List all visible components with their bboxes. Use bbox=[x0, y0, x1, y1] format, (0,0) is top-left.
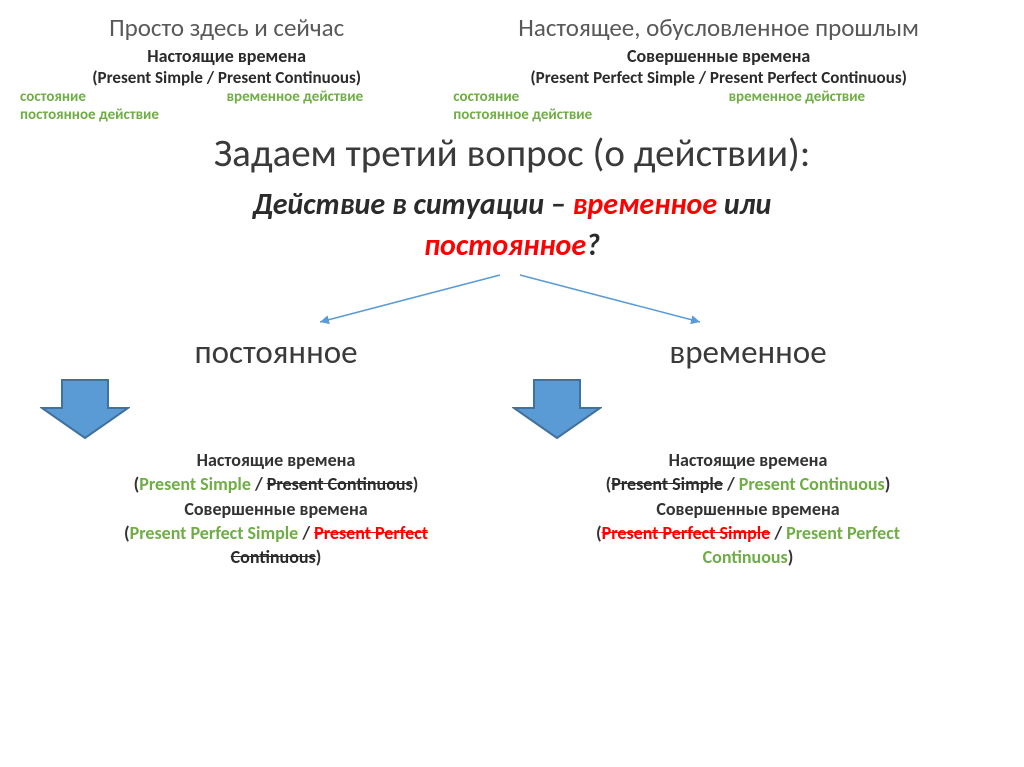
top-right-green-row1: состояние временное действие bbox=[433, 88, 1004, 106]
question-p5: ? bbox=[586, 227, 600, 264]
result-right-l1: Настоящие времена bbox=[522, 448, 974, 472]
result-right-l3: Совершенные времена bbox=[522, 497, 974, 521]
rr-l4-s1: Present Perfect Simple bbox=[602, 522, 771, 544]
main-title: Задаем третий вопрос (о действии): bbox=[0, 130, 1024, 177]
block-arrow-right-wrap bbox=[512, 378, 984, 440]
result-right-l2: (Present Simple / Present Continuous) bbox=[522, 472, 974, 496]
result-left-l2: (Present Simple / Present Continuous) bbox=[50, 472, 502, 496]
top-right-heading: Настоящее, обусловленное прошлым bbox=[433, 12, 1004, 43]
top-left-green1b: временное действие bbox=[227, 88, 434, 106]
rr-l4-close: ) bbox=[788, 546, 794, 568]
split-arrows bbox=[0, 270, 1024, 330]
question-line: Действие в ситуации – временное или пост… bbox=[0, 185, 1024, 266]
top-right-column: Настоящее, обусловленное прошлым Соверше… bbox=[433, 12, 1004, 124]
question-p1: Действие в ситуации – bbox=[253, 186, 573, 223]
top-right-green1b: временное действие bbox=[729, 88, 1004, 106]
rr-l4-k1: Present Perfect bbox=[786, 522, 900, 544]
rr-l4-sep: / bbox=[770, 522, 786, 544]
rr-l2-close: ) bbox=[885, 473, 891, 495]
rr-l4-k2: Continuous bbox=[703, 546, 788, 568]
rl-l4-keep: Present Perfect Simple bbox=[130, 522, 299, 544]
result-left-l1: Настоящие времена bbox=[50, 448, 502, 472]
top-right-paren: (Present Perfect Simple / Present Perfec… bbox=[433, 67, 1004, 88]
result-left-l3: Совершенные времена bbox=[50, 497, 502, 521]
result-left-l4: (Present Perfect Simple / Present Perfec… bbox=[50, 521, 502, 570]
rl-l4-sep: / bbox=[298, 522, 314, 544]
question-p3: или bbox=[717, 186, 771, 223]
branch-labels-row: постоянное Настоящие времена (Present Si… bbox=[0, 332, 1024, 569]
top-left-green2: постоянное действие bbox=[20, 106, 433, 124]
rr-l2-strike: Present Simple bbox=[611, 473, 723, 495]
rl-l4-s1: Present Perfect bbox=[314, 522, 428, 544]
top-header-row: Просто здесь и сейчас Настоящие времена … bbox=[0, 0, 1024, 124]
branch-left: постоянное Настоящие времена (Present Si… bbox=[40, 332, 512, 569]
top-left-heading: Просто здесь и сейчас bbox=[20, 12, 433, 43]
split-arrow-left bbox=[300, 270, 510, 330]
rl-l2-sep: / bbox=[251, 473, 267, 495]
rl-l4-close: ) bbox=[316, 546, 322, 568]
top-left-green1a: состояние bbox=[20, 88, 227, 106]
result-left: Настоящие времена (Present Simple / Pres… bbox=[40, 448, 512, 569]
top-left-column: Просто здесь и сейчас Настоящие времена … bbox=[20, 12, 433, 124]
branch-right: временное Настоящие времена (Present Sim… bbox=[512, 332, 984, 569]
top-left-green-row1: состояние временное действие bbox=[20, 88, 433, 106]
rl-l4-s2: Continuous bbox=[231, 546, 316, 568]
result-right: Настоящие времена (Present Simple / Pres… bbox=[512, 448, 984, 569]
rl-l2-keep: Present Simple bbox=[139, 473, 251, 495]
block-arrow-left bbox=[40, 378, 130, 440]
top-right-green2: постоянное действие bbox=[433, 106, 1004, 124]
branch-left-label: постоянное bbox=[40, 332, 512, 372]
rr-l2-keep: Present Continuous bbox=[739, 473, 885, 495]
top-right-sub: Совершенные времена bbox=[433, 45, 1004, 67]
question-p4: постоянное bbox=[424, 227, 586, 264]
block-arrow-right bbox=[512, 378, 602, 440]
top-left-sub: Настоящие времена bbox=[20, 45, 433, 67]
rl-l2-strike: Present Continuous bbox=[267, 473, 413, 495]
top-left-paren: (Present Simple / Present Continuous) bbox=[20, 67, 433, 88]
rl-l2-close: ) bbox=[413, 473, 419, 495]
block-arrow-left-wrap bbox=[40, 378, 512, 440]
result-right-l4: (Present Perfect Simple / Present Perfec… bbox=[522, 521, 974, 570]
split-arrow-right bbox=[510, 270, 720, 330]
branch-right-label: временное bbox=[512, 332, 984, 372]
top-right-green1a: состояние bbox=[453, 88, 728, 106]
rr-l2-sep: / bbox=[723, 473, 739, 495]
question-p2: временное bbox=[573, 186, 718, 223]
